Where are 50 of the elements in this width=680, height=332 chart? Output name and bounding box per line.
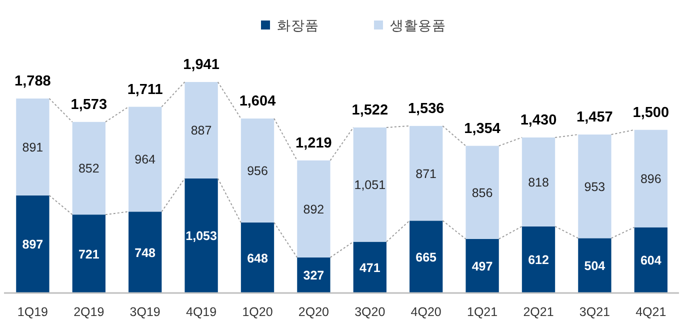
data-label: 964	[134, 152, 156, 167]
data-label: 648	[247, 251, 268, 266]
x-tick-label: 4Q21	[636, 305, 666, 319]
data-label: 721	[78, 247, 100, 262]
total-label: 1,941	[183, 57, 220, 73]
data-label: 665	[416, 250, 437, 264]
data-label: 896	[640, 172, 662, 186]
total-label: 1,604	[239, 94, 276, 110]
total-label: 1,219	[296, 135, 332, 152]
total-label: 1,430	[520, 112, 557, 128]
data-label: 604	[640, 254, 662, 268]
x-tick-label: 1Q19	[17, 305, 48, 319]
data-label: 497	[472, 259, 493, 274]
total-label: 1,711	[127, 82, 163, 98]
data-label: 852	[78, 162, 100, 176]
data-label: 892	[303, 202, 324, 216]
legend-label: 생활용품	[390, 18, 446, 33]
data-label: 471	[359, 260, 380, 275]
total-label: 1,788	[14, 74, 51, 90]
x-tick-label: 4Q20	[410, 305, 442, 319]
x-tick-label: 3Q21	[579, 305, 610, 319]
x-tick-label: 1Q21	[467, 305, 498, 319]
data-label: 1,051	[354, 178, 386, 192]
x-tick-label: 4Q19	[186, 305, 217, 319]
data-label: 504	[584, 259, 606, 274]
x-tick-label: 2Q20	[298, 305, 329, 319]
total-label: 1,354	[464, 120, 500, 137]
x-tick-label: 3Q20	[354, 305, 386, 319]
data-label: 953	[584, 180, 606, 194]
data-label: 956	[247, 164, 268, 178]
data-label: 887	[190, 124, 212, 138]
data-label: 818	[528, 175, 549, 190]
data-label: 1,053	[186, 229, 217, 244]
total-label: 1,522	[352, 102, 388, 118]
x-tick-label: 2Q21	[523, 305, 554, 319]
x-tick-label: 2Q19	[74, 305, 104, 319]
data-label: 891	[22, 140, 44, 154]
data-label: 327	[303, 268, 324, 283]
total-label: 1,457	[576, 110, 613, 126]
x-tick-label: 1Q20	[242, 305, 273, 319]
x-tick-label: 3Q19	[130, 305, 160, 319]
total-label: 1,573	[70, 96, 108, 113]
data-label: 856	[472, 186, 493, 200]
data-label: 897	[22, 238, 44, 252]
legend-label: 화장품	[277, 18, 319, 33]
data-label: 748	[134, 246, 156, 260]
total-label: 1,536	[408, 100, 444, 117]
total-label: 1,500	[632, 104, 670, 121]
data-label: 612	[528, 253, 549, 268]
data-label: 871	[416, 166, 437, 181]
